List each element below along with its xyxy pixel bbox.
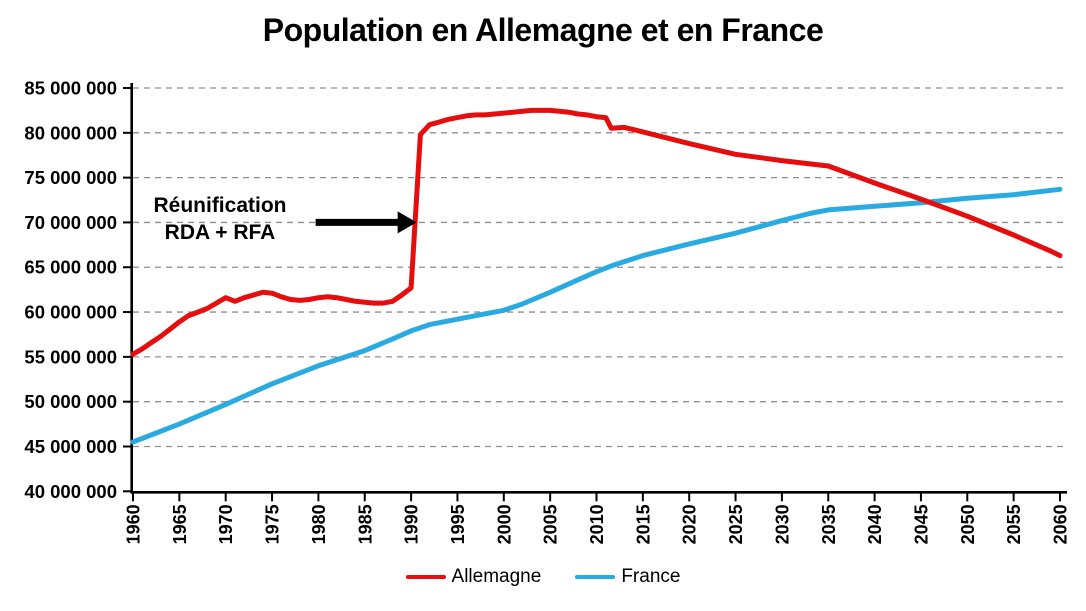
allemagne-line-swatch [405, 574, 446, 580]
x-axis-label: 1985 [355, 504, 375, 544]
x-axis-label: 1995 [448, 504, 468, 544]
chart-legend: Allemagne France [0, 566, 1086, 588]
x-axis-label: 2025 [726, 504, 746, 544]
series-line-france [130, 186, 1063, 445]
series-line-allemagne [130, 107, 1063, 357]
legend-item-france: France [575, 566, 680, 588]
y-axis-label: 80 000 000 [24, 122, 117, 143]
y-axis-label: 75 000 000 [24, 167, 117, 188]
chart-title: Population en Allemagne et en France [262, 12, 824, 48]
y-axis-label: 70 000 000 [24, 212, 117, 233]
x-axis-label: 2045 [911, 504, 931, 544]
legend-item-allemagne: Allemagne [405, 566, 542, 588]
x-axis-label: 2015 [633, 504, 653, 544]
x-axis-label: 2010 [587, 504, 607, 544]
x-axis-label: 2030 [772, 504, 792, 544]
x-axis-label: 1980 [309, 504, 329, 544]
x-axis-label: 2035 [819, 504, 839, 544]
reunification-annotation: Réunification RDA + RFA [130, 192, 310, 246]
x-axis-label: 2055 [1004, 504, 1024, 544]
legend-label-allemagne: Allemagne [451, 566, 542, 587]
legend-label-france: France [621, 566, 681, 587]
y-axis-label: 45 000 000 [24, 436, 117, 457]
x-axis-label: 1960 [124, 504, 144, 544]
x-axis-label: 1975 [263, 504, 283, 544]
y-axis-label: 60 000 000 [24, 302, 117, 323]
france-line-swatch [575, 574, 616, 580]
annotation-line-2: RDA + RFA [164, 221, 276, 244]
annotation-line-1: Réunification [153, 194, 287, 217]
y-axis-label: 55 000 000 [24, 346, 117, 367]
x-axis-label: 2040 [865, 504, 885, 544]
y-axis-label: 85 000 000 [24, 78, 117, 99]
x-axis-label: 2050 [958, 504, 978, 544]
x-axis-label: 2020 [680, 504, 700, 544]
x-axis-label: 1970 [216, 504, 236, 544]
x-axis-label: 2060 [1051, 504, 1071, 544]
x-axis-label: 1990 [402, 504, 422, 544]
y-axis-label: 40 000 000 [24, 481, 117, 502]
x-axis-label: 1965 [170, 504, 190, 544]
y-axis-label: 50 000 000 [24, 391, 117, 412]
x-axis-label: 2000 [494, 504, 514, 544]
y-axis-label: 65 000 000 [24, 257, 117, 278]
x-axis-label: 2005 [541, 504, 561, 544]
annotation-arrow-head [397, 211, 417, 234]
